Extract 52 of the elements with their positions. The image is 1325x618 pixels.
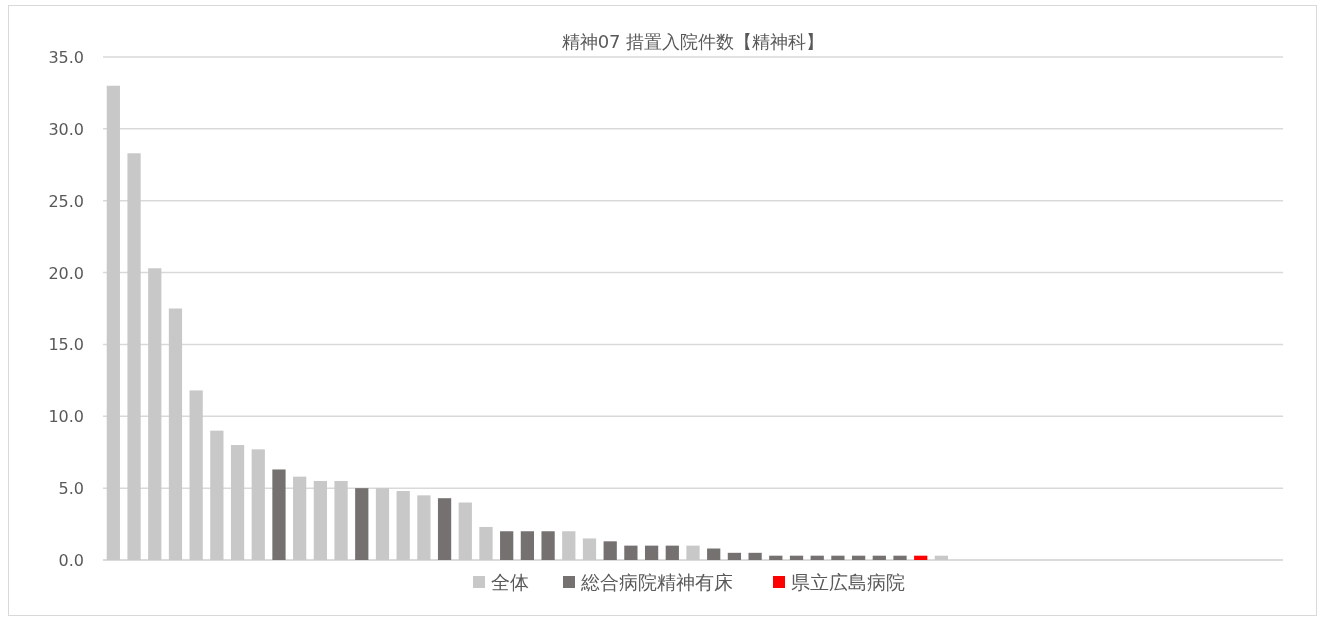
bar: [520, 531, 535, 560]
bar: [189, 390, 203, 560]
bar: [541, 531, 555, 560]
bar: [789, 555, 804, 560]
bar: [106, 85, 120, 560]
bar: [624, 545, 638, 560]
bar: [230, 445, 245, 560]
bar: [603, 541, 617, 560]
bar: [831, 555, 845, 560]
bar: [168, 308, 183, 560]
bar: [127, 153, 141, 560]
bar: [313, 480, 327, 560]
y-tick-label: 0.0: [58, 551, 84, 570]
bar: [562, 531, 576, 560]
bar: [251, 449, 265, 560]
bar: [396, 491, 410, 560]
y-tick-label: 25.0: [48, 191, 84, 211]
y-tick-label: 5.0: [58, 479, 84, 499]
bar: [272, 469, 286, 560]
bar: [872, 555, 886, 560]
bar: [375, 488, 390, 560]
bar: [500, 531, 514, 560]
bar: [893, 555, 907, 560]
bar: [851, 555, 866, 560]
chart-title: 精神07 措置入院件数【精神科】: [561, 31, 825, 52]
legend-label: 全体: [491, 571, 529, 593]
bar: [644, 545, 659, 560]
bar: [727, 552, 742, 560]
legend-label: 総合病院精神有床: [580, 571, 733, 593]
y-tick-label: 20.0: [48, 263, 84, 283]
bar: [686, 545, 700, 560]
bar: [148, 268, 162, 560]
legend-label: 県立広島病院: [791, 571, 905, 593]
bar: [665, 545, 679, 560]
bar: [437, 498, 452, 560]
bar: [748, 552, 762, 560]
bar: [334, 480, 348, 560]
y-tick-label: 15.0: [48, 335, 84, 355]
bar: [769, 555, 783, 560]
y-tick-label: 30.0: [48, 119, 84, 139]
bar: [707, 548, 721, 560]
bar: [210, 430, 224, 560]
y-tick-label: 35.0: [48, 48, 84, 67]
bar: [293, 476, 307, 560]
bar: [934, 555, 949, 560]
bar: [810, 555, 824, 560]
bar: [355, 488, 369, 560]
bar: [582, 538, 597, 560]
bar: [479, 526, 493, 560]
y-tick-label: 10.0: [48, 407, 84, 427]
bar: [417, 495, 431, 560]
bar: [458, 502, 472, 560]
